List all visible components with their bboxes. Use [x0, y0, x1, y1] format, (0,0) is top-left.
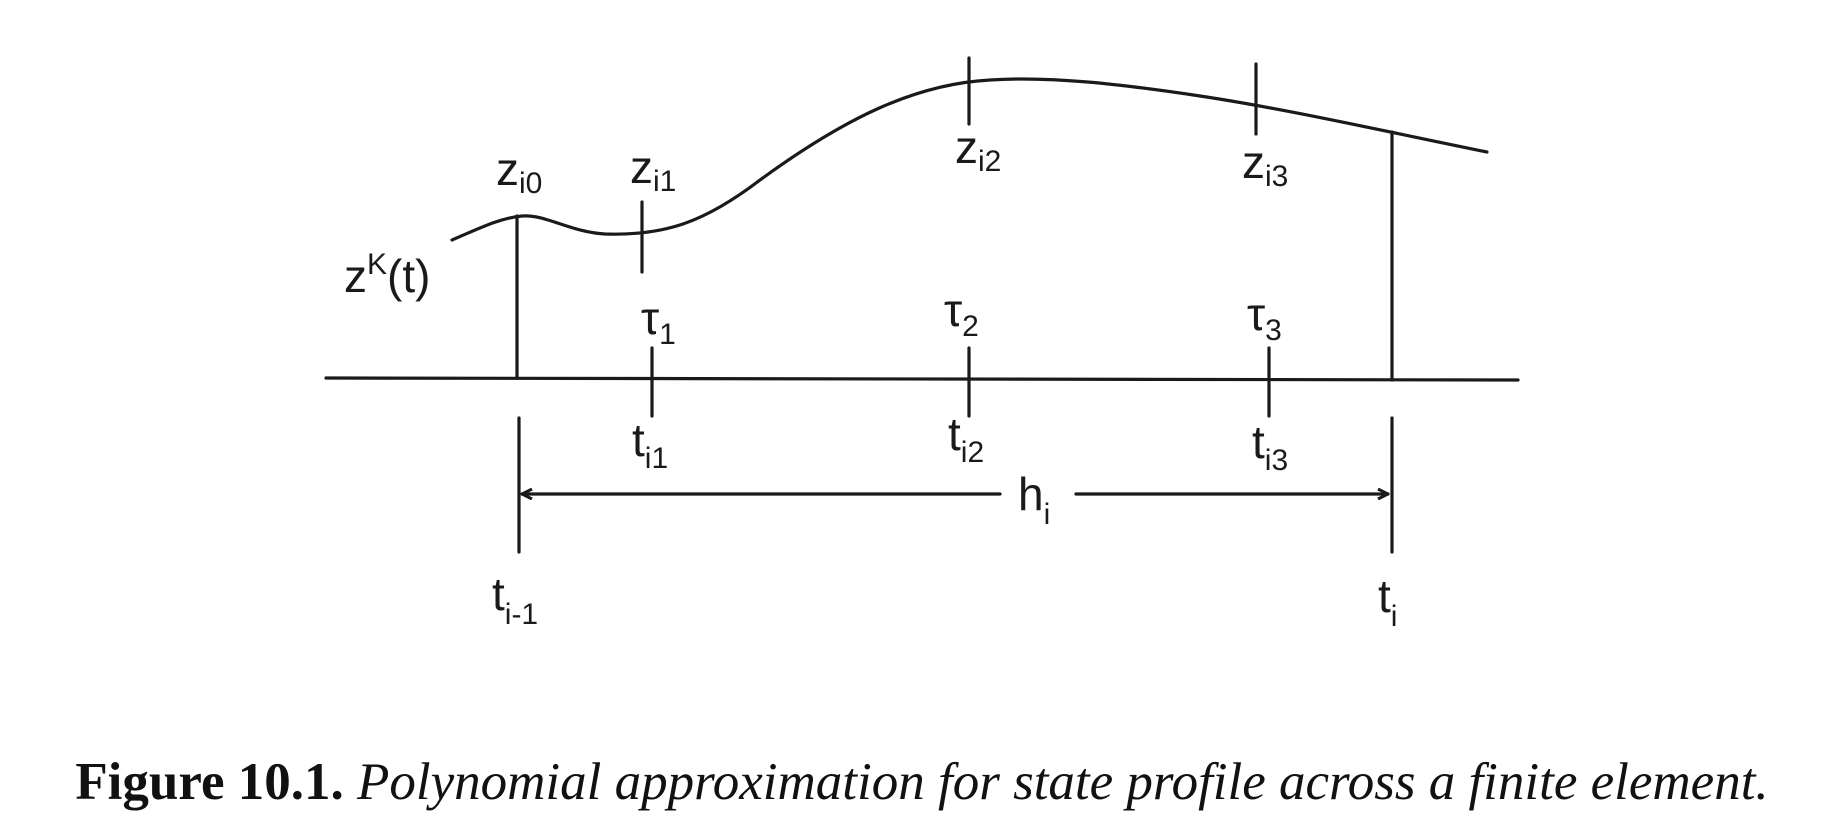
tau-2-label: τ2 — [944, 284, 979, 343]
tau-3-label: τ3 — [1247, 288, 1282, 347]
time-axis — [324, 376, 1520, 382]
tau-1-label: τ1 — [641, 292, 676, 351]
z-i3-label: zi3 — [1242, 136, 1288, 193]
z-i0-label: zi0 — [496, 143, 542, 200]
t-i2-label: ti2 — [948, 408, 984, 469]
z-i2-label: zi2 — [955, 121, 1001, 178]
t-i3-label: ti3 — [1252, 416, 1288, 477]
t-i-label: ti — [1378, 570, 1397, 633]
t-i-minus-1-label: ti-1 — [492, 568, 538, 631]
figure-caption-text: Polynomial approximation for state profi… — [356, 753, 1769, 811]
h-i-label: hi — [1018, 468, 1050, 531]
z-i1-label: zi1 — [630, 141, 676, 198]
figure-caption: Figure 10.1. Polynomial approximation fo… — [0, 752, 1844, 812]
curve-label: zK(t) — [344, 248, 430, 302]
state-profile-curve — [450, 77, 1489, 242]
figure-number: Figure 10.1. — [75, 753, 344, 811]
t-i1-label: ti1 — [632, 414, 668, 475]
